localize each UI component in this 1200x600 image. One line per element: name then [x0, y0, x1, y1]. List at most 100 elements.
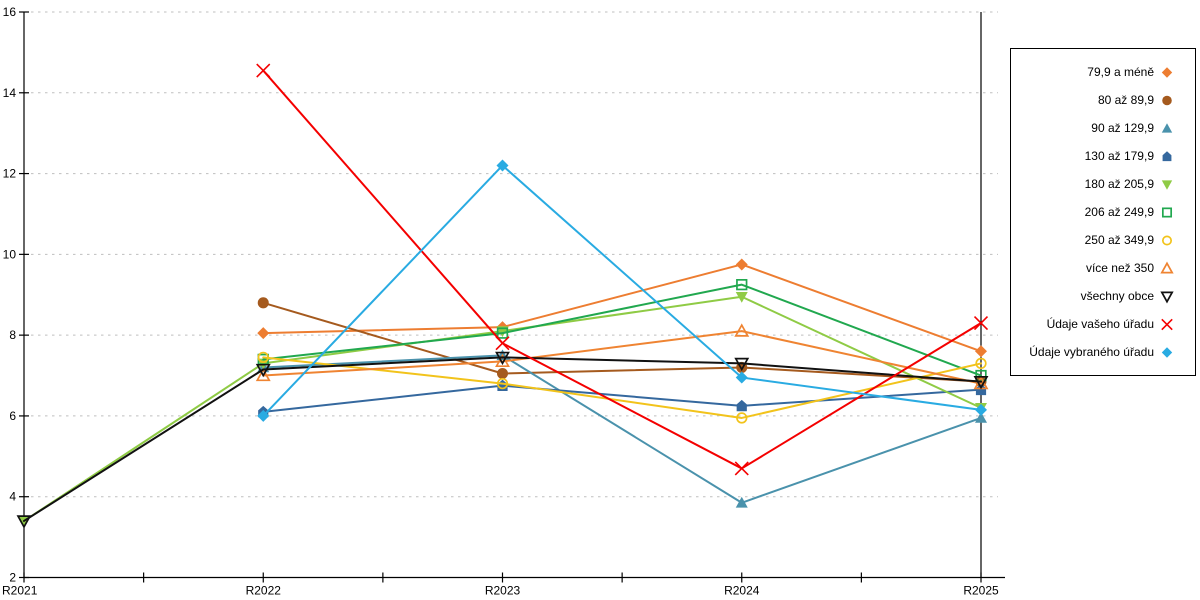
legend-item-0: 79,9 a méně	[1011, 58, 1195, 86]
legend-label: 80 až 89,9	[1097, 93, 1154, 107]
x-icon	[1161, 318, 1173, 330]
diamond-marker	[735, 371, 748, 384]
x-axis-label: R2025	[963, 584, 999, 598]
legend-label: 79,9 a méně	[1087, 65, 1154, 79]
triangle-up-marker	[255, 367, 271, 382]
triangle-down-marker	[735, 291, 748, 303]
pentagon-marker	[975, 383, 987, 396]
series-8	[16, 351, 989, 529]
series-line	[262, 384, 982, 413]
circle-icon	[1161, 234, 1173, 246]
legend-item-4: 180 až 205,9	[1011, 170, 1195, 198]
diamond-marker	[1161, 346, 1173, 358]
pentagon-marker	[736, 399, 747, 412]
series-line	[262, 330, 982, 385]
circle-marker	[496, 367, 509, 380]
x-axis-label: R2023	[485, 584, 521, 598]
triangle-down-marker	[1161, 179, 1173, 190]
axes: 2 4 6 8 10 12 14 16 R2021 R2022 R2023 R2024 R2025	[2, 5, 1005, 598]
legend: 79,9 a méně 80 až 89,9 90 až 129,9 130 až 1…	[1010, 48, 1196, 376]
triangle-up-icon	[1160, 261, 1174, 274]
series-9	[256, 63, 989, 476]
triangle-up-icon	[1161, 122, 1173, 133]
legend-item-1: 80 až 89,9	[1011, 86, 1195, 114]
series-line	[262, 283, 982, 377]
y-axis-label: 2	[9, 571, 16, 585]
y-axis-label: 12	[3, 167, 17, 181]
triangle-down-icon	[1160, 290, 1174, 303]
series-line	[262, 354, 982, 504]
legend-item-5: 206 až 249,9	[1011, 198, 1195, 226]
circle-marker	[1161, 234, 1173, 246]
series-7	[255, 323, 989, 390]
triangle-down-marker	[734, 357, 750, 372]
triangle-up-marker	[1161, 122, 1173, 133]
series-line	[262, 69, 982, 470]
circle-icon	[1162, 95, 1172, 105]
triangle-up-marker	[735, 496, 748, 508]
triangle-up-marker	[1160, 261, 1174, 274]
legend-item-9: Údaje vašeho úřadu	[1011, 310, 1195, 338]
legend-item-8: všechny obce	[1011, 282, 1195, 310]
x-axis-label: R2024	[724, 584, 760, 598]
diamond-marker	[257, 409, 270, 422]
triangle-down-marker	[16, 515, 32, 529]
x-marker	[1161, 318, 1173, 330]
triangle-down-marker	[973, 375, 989, 390]
triangle-down-marker	[1160, 290, 1174, 303]
diamond-marker	[975, 345, 987, 358]
diamond-marker	[496, 159, 509, 172]
diamond-marker	[975, 403, 987, 416]
pentagon-marker	[1162, 150, 1172, 161]
triangle-down-marker	[255, 363, 271, 378]
y-axis-label: 4	[9, 490, 16, 504]
x-marker	[256, 63, 271, 78]
series-line	[262, 356, 982, 419]
legend-item-7: více než 350	[1011, 254, 1195, 282]
triangle-down-marker	[495, 351, 510, 366]
pentagon-icon	[1162, 150, 1172, 161]
square-marker	[1161, 206, 1173, 218]
series-line	[23, 356, 982, 522]
y-axis-label: 14	[3, 86, 17, 100]
square-marker	[496, 327, 509, 339]
diamond-icon	[1161, 346, 1173, 358]
diamond-icon	[1161, 66, 1173, 78]
legend-label: 90 až 129,9	[1091, 121, 1154, 135]
legend-item-10: Údaje vybraného úřadu	[1011, 338, 1195, 366]
legend-item-3: 130 až 179,9	[1011, 142, 1195, 170]
square-icon	[1161, 206, 1173, 218]
diamond-marker	[257, 327, 270, 340]
triangle-up-marker	[975, 411, 987, 423]
square-marker	[975, 369, 987, 382]
series-line	[262, 263, 982, 353]
series-5	[257, 279, 987, 382]
circle-marker	[257, 297, 269, 309]
y-axis-label: 10	[3, 247, 17, 261]
triangle-up-marker	[495, 353, 510, 368]
triangle-down-icon	[1161, 179, 1173, 190]
diamond-marker	[1161, 66, 1173, 78]
series-10	[257, 159, 987, 422]
legend-label: 206 až 249,9	[1084, 205, 1154, 219]
legend-label: více než 350	[1085, 261, 1154, 275]
series-4	[18, 291, 987, 527]
legend-label: 250 až 349,9	[1084, 233, 1154, 247]
y-axis-label: 6	[9, 409, 16, 423]
gridlines	[31, 11, 998, 498]
y-axis-label: 8	[9, 328, 16, 342]
series-line	[262, 164, 982, 417]
x-marker	[495, 336, 510, 351]
x-axis-label: R2021	[2, 584, 38, 598]
circle-marker	[496, 377, 509, 390]
series-line	[262, 301, 982, 383]
diamond-marker	[735, 258, 748, 271]
circle-marker	[975, 357, 987, 370]
x-marker	[734, 461, 749, 476]
triangle-up-marker	[734, 323, 750, 337]
legend-label: Údaje vybraného úřadu	[1029, 345, 1154, 359]
circle-marker	[1162, 95, 1172, 105]
y-axis-label: 16	[3, 5, 17, 19]
x-marker	[973, 315, 989, 331]
